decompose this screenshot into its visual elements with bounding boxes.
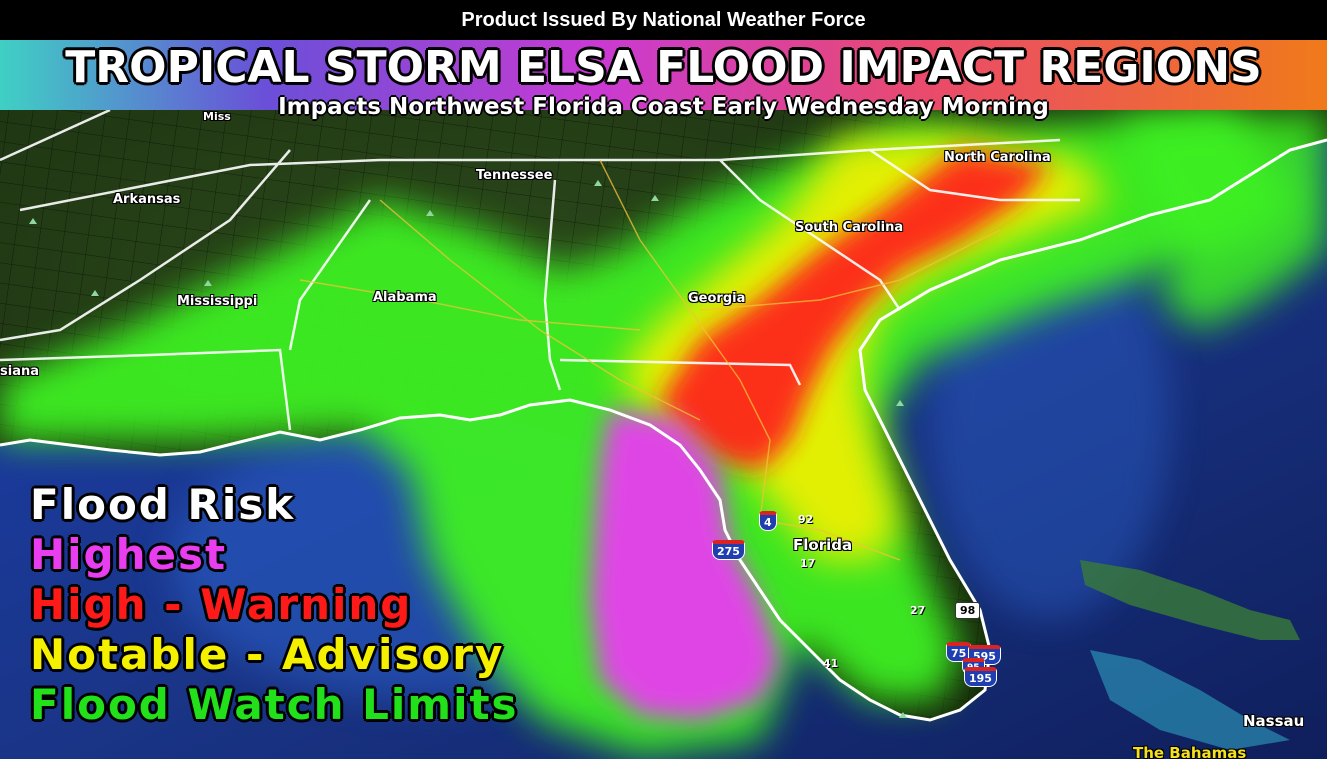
label-mississippi-cut: Miss (203, 110, 231, 123)
bahamas-islands-south (1090, 650, 1290, 750)
i195-shield: 195 (964, 667, 997, 687)
main-subtitle: Impacts Northwest Florida Coast Early We… (278, 94, 1049, 120)
state-borders (0, 110, 1080, 431)
issued-by-bar: Product Issued By National Weather Force (0, 0, 1327, 40)
us98-shield: 98 (955, 602, 981, 619)
i75-shield: 75 (946, 642, 972, 662)
title-banner (0, 40, 1327, 110)
flood-risk-map (0, 110, 1327, 759)
label-nassau: Nassau (1243, 712, 1305, 730)
legend-item-highest: Highest (30, 530, 228, 579)
label-tennessee: Tennessee (476, 168, 553, 183)
flood-watch-band-atlantic (1120, 110, 1327, 330)
label-louisiana: siana (0, 364, 39, 379)
us92-label: 92 (798, 513, 814, 526)
legend-item-notable-advisory: Notable - Advisory (30, 630, 505, 679)
label-mississippi: Mississippi (177, 294, 258, 309)
flood-risk-legend: Flood Risk Highest High - Warning Notabl… (30, 480, 519, 730)
bahamas-islands (1080, 560, 1300, 640)
us17-label: 17 (800, 557, 816, 570)
flood-highest-area (590, 410, 780, 720)
label-arkansas: Arkansas (113, 192, 181, 207)
i4-shield: 4 (759, 511, 777, 531)
issued-by-text: Product Issued By National Weather Force (461, 9, 866, 31)
us27-label: 27 (910, 604, 926, 617)
label-georgia: Georgia (688, 291, 746, 306)
legend-heading: Flood Risk (30, 480, 296, 529)
coastline (0, 138, 1327, 722)
label-bahamas: The Bahamas (1133, 744, 1247, 759)
label-alabama: Alabama (373, 290, 437, 305)
legend-item-flood-watch-limits: Flood Watch Limits (30, 680, 519, 729)
label-florida: Florida (793, 536, 853, 554)
i275-shield: 275 (712, 540, 745, 560)
label-north-carolina: North Carolina (944, 150, 1051, 165)
terrain-markers (29, 180, 907, 718)
label-south-carolina: South Carolina (795, 220, 904, 235)
us41-label: 41 (823, 657, 839, 670)
flood-warning-area (660, 150, 1050, 470)
highways (299, 159, 1001, 561)
legend-item-high-warning: High - Warning (30, 580, 413, 629)
main-title: TROPICAL STORM ELSA FLOOD IMPACT REGIONS (65, 42, 1262, 93)
